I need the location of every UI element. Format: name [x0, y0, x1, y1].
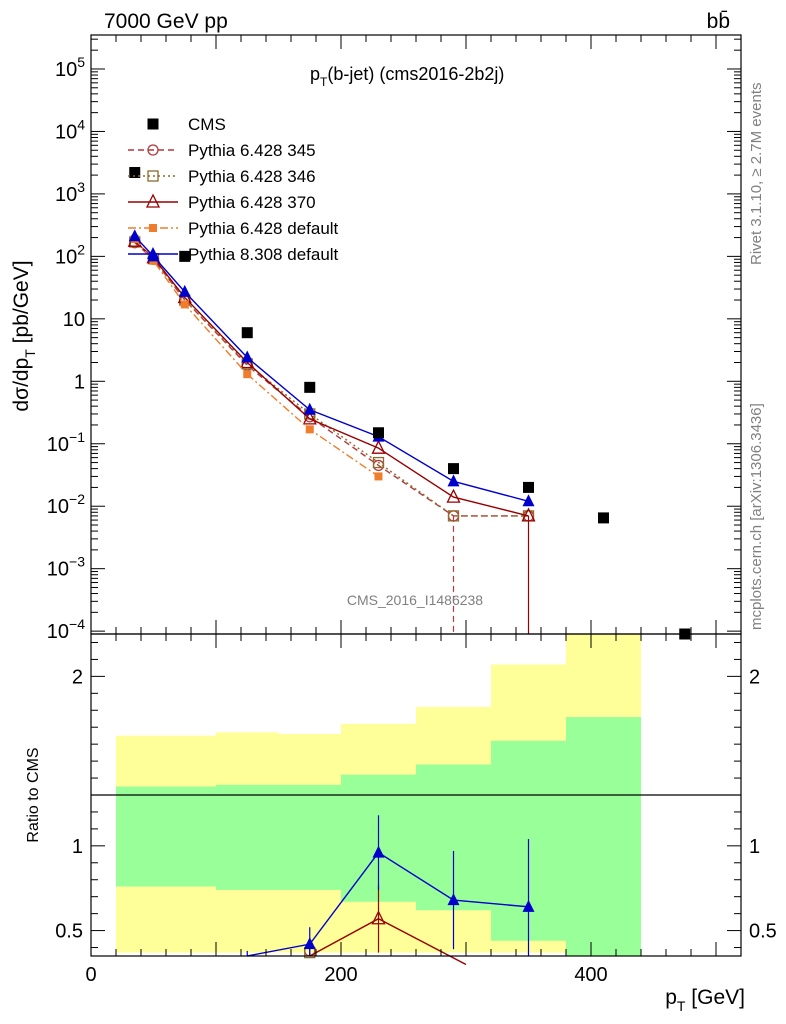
main-y-tick-label: 10−4	[47, 616, 85, 643]
ratio-y-tick-label-right: 2	[749, 666, 760, 688]
legend-label: Pythia 6.428 346	[188, 167, 316, 186]
energy-label: 7000 GeV pp	[104, 10, 228, 33]
series-pythia-6-428-346	[129, 236, 535, 522]
data-point	[522, 494, 535, 507]
ratio-y-tick-label-right: 1	[749, 836, 760, 858]
legend-label: Pythia 8.308 default	[188, 245, 339, 264]
ratio-point	[447, 893, 460, 906]
series-line	[134, 238, 379, 477]
main-y-axis-label: dσ/dpT [pb/GeV]	[10, 260, 38, 411]
legend-label: Pythia 6.428 default	[188, 219, 339, 238]
data-point	[446, 488, 461, 503]
data-point	[374, 472, 383, 481]
plot-title: pT(b-jet) (cms2016-2b2j)	[310, 64, 504, 89]
series-line	[134, 241, 529, 517]
x-tick-label: 0	[85, 964, 96, 986]
legend-entry: Pythia 6.428 370	[128, 193, 316, 212]
mcplots-reference-label: mcplots.cern.ch [arXiv:1306.3436]	[748, 403, 765, 630]
data-point	[304, 381, 316, 393]
rivet-version-label: Rivet 3.1.10, ≥ 2.7M events	[748, 83, 765, 266]
ratio-y-tick-label-left: 1	[72, 836, 83, 858]
data-point	[302, 410, 317, 425]
data-point	[303, 402, 316, 415]
data-point	[373, 427, 384, 439]
series-line	[134, 242, 529, 517]
legend: CMS Pythia 6.428 345 Pythia 6.428 346 Pythi…	[128, 115, 339, 264]
band-green-bin-2	[278, 784, 341, 890]
analysis-id-label: CMS_2016_I1486238	[347, 592, 483, 608]
main-y-tick-label: 103	[55, 179, 85, 206]
legend-label: CMS	[188, 115, 226, 134]
series-pythia-8-308-default	[128, 229, 535, 507]
legend-marker	[147, 170, 159, 182]
series-line	[134, 240, 529, 517]
main-y-tick-label: 10−1	[47, 429, 85, 456]
main-y-tick-label: 1	[74, 371, 85, 393]
main-y-tick-label: 102	[55, 241, 85, 268]
process-label: bb̄	[707, 10, 730, 33]
series-pythia-6-428-default	[130, 234, 383, 481]
data-point	[241, 350, 254, 363]
legend-marker	[145, 193, 161, 208]
legend-marker	[147, 144, 159, 156]
band-green-bin-6	[566, 717, 641, 956]
x-axis-label: pT [GeV]	[665, 986, 745, 1014]
data-point	[128, 229, 141, 242]
data-point	[598, 512, 609, 524]
legend-marker	[147, 247, 159, 259]
ratio-point	[303, 937, 316, 950]
ratio-point	[372, 845, 385, 858]
data-point	[179, 250, 191, 262]
main-y-tick-label: 104	[55, 116, 85, 143]
series-pythia-6-428-370	[127, 232, 536, 522]
legend-marker	[149, 224, 157, 232]
legend-entry: Pythia 8.308 default	[128, 245, 339, 264]
band-green-bin-1	[216, 784, 279, 890]
data-point	[241, 327, 253, 339]
series-line	[134, 235, 529, 502]
data-point	[178, 284, 191, 297]
data-point	[180, 300, 189, 309]
main-y-tick-label: 10−2	[47, 491, 85, 518]
main-y-tick-label: 105	[55, 54, 85, 81]
ratio-series-pythia-8-308-default	[246, 815, 535, 957]
ratio-y-axis-label: Ratio to CMS	[25, 747, 42, 842]
data-point	[129, 167, 141, 179]
axis-tick-labels: 10−4 10−3 10−2 10−1 1 10 102 103 104 105 0 200 400 0.…	[47, 54, 777, 986]
ratio-point	[522, 899, 535, 912]
legend-entry: Pythia 6.428 346	[128, 167, 316, 186]
x-tick-label: 400	[574, 964, 607, 986]
legend-entry: CMS	[147, 115, 226, 134]
ratio-series-pythia-6-428-370	[309, 884, 467, 966]
legend-label: Pythia 6.428 370	[188, 193, 316, 212]
ratio-y-tick-label-left: 2	[72, 666, 83, 688]
legend-marker	[147, 118, 159, 130]
data-point	[305, 425, 314, 434]
main-y-tick-label: 10	[63, 309, 85, 331]
ratio-y-tick-label-right: 0.5	[749, 921, 777, 943]
x-tick-label: 200	[324, 964, 357, 986]
data-point	[371, 439, 386, 454]
data-point	[243, 370, 252, 379]
legend-entry: Pythia 6.428 345	[128, 141, 316, 160]
data-point	[447, 474, 460, 487]
ratio-y-tick-label-left: 0.5	[55, 921, 83, 943]
data-point	[448, 463, 459, 475]
axis-ticks	[90, 35, 742, 956]
ratio-point	[371, 910, 386, 925]
series-pythia-6-428-345	[129, 237, 535, 522]
ratio-series-group	[246, 815, 535, 966]
main-y-tick-label: 10−3	[47, 554, 85, 581]
band-green-bin-0	[116, 786, 216, 887]
legend-entry: Pythia 6.428 default	[128, 219, 339, 238]
data-point	[523, 481, 534, 493]
data-point	[372, 456, 385, 469]
legend-label: Pythia 6.428 345	[188, 141, 316, 160]
